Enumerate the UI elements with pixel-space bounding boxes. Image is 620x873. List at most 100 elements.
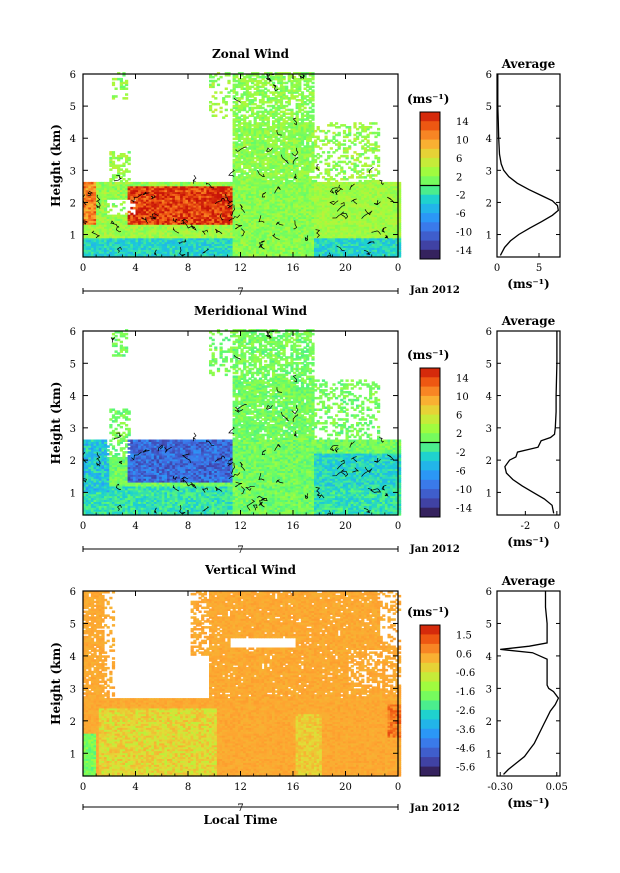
heatmap-cell — [98, 241, 102, 245]
heatmap-cell — [135, 228, 139, 231]
heatmap-cell — [159, 228, 163, 231]
heatmap-cell — [180, 208, 184, 212]
heatmap-cell — [195, 233, 200, 237]
heatmap-cell — [148, 218, 152, 221]
heatmap-cell — [127, 162, 131, 166]
heatmap-cell — [85, 251, 89, 254]
heatmap-cell — [227, 218, 231, 221]
heatmap-cell — [222, 205, 226, 208]
heatmap-cell — [195, 183, 200, 187]
heatmap-cell — [148, 220, 152, 223]
heatmap-cell — [132, 247, 137, 250]
heatmap-cell — [109, 251, 113, 254]
heatmap-cell — [172, 232, 176, 235]
heatmap-cell — [146, 218, 150, 221]
heatmap-cell — [119, 235, 123, 239]
heatmap-cell — [211, 230, 215, 233]
heatmap-cell — [98, 222, 102, 225]
heatmap-cell — [119, 153, 123, 156]
heatmap-cell — [180, 199, 184, 202]
heatmap-cell — [111, 164, 116, 167]
heatmap-cell — [140, 245, 144, 248]
heatmap-cell — [125, 232, 129, 235]
heatmap-cell — [153, 208, 158, 212]
heatmap-cell — [140, 203, 144, 206]
heatmap-cell — [232, 233, 236, 237]
heatmap-cell — [230, 239, 234, 243]
heatmap-cell — [106, 230, 110, 233]
heatmap-cell — [224, 114, 228, 117]
heatmap-cell — [209, 245, 213, 248]
heatmap-cell — [182, 208, 186, 212]
heatmap-cell — [161, 230, 165, 233]
heatmap-cell — [138, 208, 142, 212]
heatmap-cell — [98, 195, 102, 198]
heatmap-cell — [185, 193, 189, 196]
heatmap-cell — [182, 189, 186, 193]
heatmap-cell — [130, 247, 134, 250]
heatmap-cell — [88, 214, 92, 218]
heatmap-cell — [143, 235, 147, 239]
heatmap-cell — [114, 241, 118, 245]
heatmap-cell — [216, 253, 221, 256]
heatmap-cell — [188, 239, 192, 243]
heatmap-cell — [119, 249, 123, 252]
heatmap-cell — [230, 189, 234, 193]
heatmap-cell — [111, 218, 116, 221]
heatmap-cell — [153, 183, 158, 187]
heatmap-cell — [214, 230, 218, 233]
heatmap-cell — [227, 237, 231, 241]
heatmap-cell — [193, 183, 197, 187]
heatmap-cell — [214, 241, 218, 245]
heatmap-cell — [185, 208, 189, 212]
heatmap-cell — [106, 253, 110, 256]
heatmap-cell — [98, 235, 102, 239]
heatmap-cell — [222, 220, 226, 223]
heatmap-cell — [153, 218, 158, 221]
heatmap-cell — [214, 74, 218, 77]
heatmap-cell — [119, 87, 123, 90]
heatmap-cell — [230, 185, 234, 189]
heatmap-cell — [130, 201, 134, 204]
heatmap-cell — [161, 239, 165, 243]
heatmap-cell — [185, 237, 189, 241]
heatmap-cell — [117, 195, 121, 198]
heatmap-cell — [177, 218, 181, 221]
heatmap-cell — [127, 226, 131, 229]
heatmap-cell — [101, 216, 105, 219]
heatmap-cell — [180, 191, 184, 194]
heatmap-cell — [140, 228, 144, 231]
heatmap-cell — [130, 183, 134, 187]
heatmap-cell — [214, 201, 218, 204]
heatmap-cell — [180, 228, 184, 231]
heatmap-cell — [222, 243, 226, 246]
heatmap-cell — [85, 228, 89, 231]
heatmap-cell — [222, 199, 226, 202]
heatmap-cell — [109, 228, 113, 231]
heatmap-cell — [224, 228, 228, 231]
heatmap-cell — [104, 191, 108, 194]
heatmap-cell — [172, 189, 176, 193]
heatmap-cell — [151, 237, 155, 241]
heatmap-cell — [135, 218, 139, 221]
heatmap-cell — [101, 189, 105, 193]
heatmap-cell — [148, 181, 152, 185]
heatmap-cell — [180, 245, 184, 248]
heatmap-cell — [96, 216, 100, 219]
heatmap-cell — [219, 205, 223, 208]
heatmap-cell — [127, 224, 131, 227]
heatmap-cell — [164, 245, 168, 248]
heatmap-cell — [130, 233, 134, 237]
heatmap-cell — [185, 228, 189, 231]
heatmap-cell — [172, 206, 176, 210]
heatmap-cell — [161, 249, 165, 252]
heatmap-cell — [174, 195, 179, 198]
heatmap-cell — [90, 197, 95, 200]
heatmap-cell — [135, 245, 139, 248]
heatmap-cell — [206, 218, 210, 221]
heatmap-cell — [164, 181, 168, 185]
heatmap-cell — [101, 253, 105, 256]
heatmap-cell — [222, 247, 226, 250]
heatmap-cell — [90, 228, 95, 231]
heatmap-cell — [93, 203, 97, 206]
